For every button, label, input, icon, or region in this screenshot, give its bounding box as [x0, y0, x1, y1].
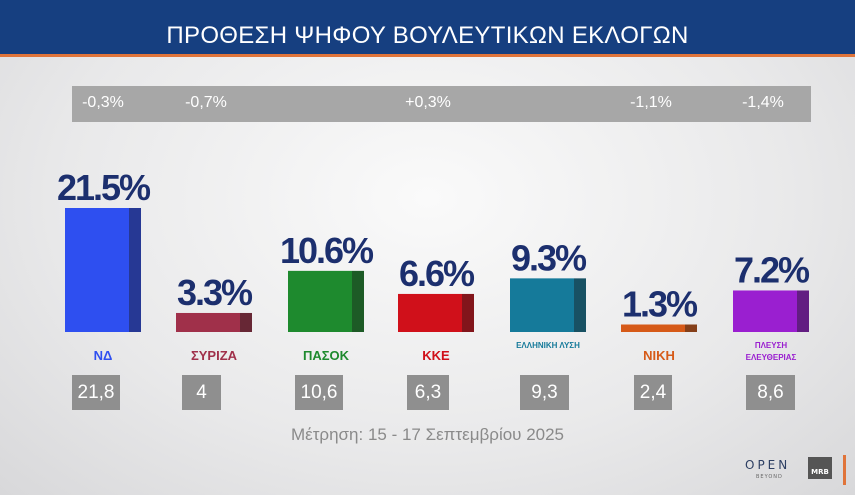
party-logo: ΝΔ	[93, 348, 113, 363]
bar-side	[574, 278, 586, 332]
value-label: 3.3%	[177, 272, 253, 313]
bar	[65, 208, 129, 332]
bar	[621, 324, 685, 332]
change-band	[72, 86, 811, 122]
accent-stripe	[843, 455, 846, 485]
value-label: 7.2%	[734, 249, 810, 290]
party-logo: ΕΛΛΗΝΙΚΗ ΛΥΣΗ	[516, 341, 580, 350]
party-logo: ΝΙΚΗ	[643, 348, 675, 363]
bar-side	[240, 312, 252, 332]
bar-side	[462, 293, 474, 332]
change-label: -1,1%	[630, 94, 672, 111]
bar	[398, 293, 462, 332]
mrb-logo: MRB	[808, 457, 832, 479]
value-label: 21.5%	[57, 167, 151, 208]
beyond-text: BEYOND	[756, 474, 783, 480]
bar-side	[685, 324, 697, 332]
change-label: -0,7%	[185, 94, 227, 111]
header-bar: ΠΡΟΘΕΣΗ ΨΗΦΟΥ ΒΟΥΛΕΥΤΙΚΩΝ ΕΚΛΟΓΩΝ	[0, 0, 855, 57]
previous-value: 6,3	[407, 375, 449, 410]
open-logo: OPEN	[745, 458, 791, 472]
survey-date: Μέτρηση: 15 - 17 Σεπτεμβρίου 2025	[290, 425, 565, 444]
party-logo: ΠΑΣΟΚ	[302, 348, 350, 363]
change-label: -1,4%	[742, 94, 784, 111]
party-logo: ΣΥΡΙΖΑ	[190, 348, 238, 363]
party-logo: ΚΚΕ	[422, 348, 450, 363]
previous-value: 10,6	[295, 375, 343, 410]
page-title: ΠΡΟΘΕΣΗ ΨΗΦΟΥ ΒΟΥΛΕΥΤΙΚΩΝ ΕΚΛΟΓΩΝ	[166, 22, 689, 49]
value-label: 6.6%	[399, 253, 475, 294]
previous-value: 9,3	[520, 375, 569, 410]
bar-side	[129, 208, 141, 332]
bar-side	[352, 270, 364, 332]
party-logo: ΠΛΕΥΣΗ ΕΛΕΥΘΕΡΙΑΣ	[745, 341, 797, 362]
change-label: -0,3%	[82, 94, 124, 111]
change-label: +0,3%	[405, 94, 451, 111]
value-label: 1.3%	[622, 284, 698, 325]
bar	[510, 278, 574, 332]
bar-side	[797, 290, 809, 332]
bar	[288, 270, 352, 332]
value-label: 9.3%	[511, 237, 587, 278]
previous-value: 21,8	[72, 375, 120, 410]
previous-value: 2,4	[634, 375, 672, 410]
value-label: 10.6%	[280, 230, 374, 271]
bar	[733, 290, 797, 332]
previous-value: 8,6	[746, 375, 795, 410]
bar	[176, 312, 240, 332]
previous-value: 4	[182, 375, 221, 410]
